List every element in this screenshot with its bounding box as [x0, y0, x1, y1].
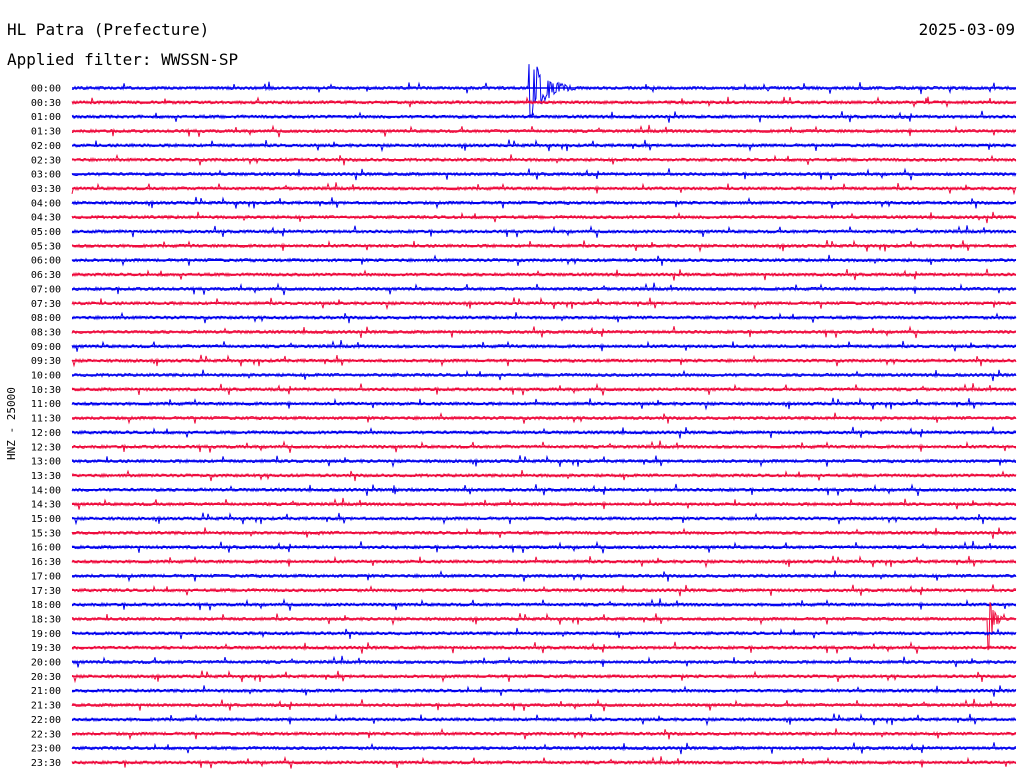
row-time-label: 16:30 [31, 557, 61, 568]
row-time-label: 01:00 [31, 112, 61, 123]
row-time-label: 17:00 [31, 571, 61, 582]
row-time-label: 06:00 [31, 256, 61, 267]
trace-row [71, 669, 1017, 684]
row-time-label: 12:00 [31, 428, 61, 439]
row-time-label: 15:30 [31, 528, 61, 539]
row-time-label: 02:00 [31, 141, 61, 152]
row-time-label: 02:30 [31, 155, 61, 166]
row-time-label: 00:00 [31, 84, 61, 95]
row-time-label: 23:30 [31, 758, 61, 769]
date-label: 2025-03-09 [918, 20, 1015, 39]
trace-row [71, 325, 1017, 339]
row-time-label: 20:00 [31, 658, 61, 669]
row-time-label: 22:30 [31, 729, 61, 740]
row-time-label: 10:30 [31, 385, 61, 396]
trace-row [71, 584, 1017, 597]
row-time-label: 07:30 [31, 299, 61, 310]
row-time-label: 05:00 [31, 227, 61, 238]
row-time-label: 12:30 [31, 442, 61, 453]
filter-label: Applied filter: WWSSN-SP [7, 50, 239, 69]
row-time-label: 14:00 [31, 485, 61, 496]
row-time-label: 19:00 [31, 629, 61, 640]
row-time-label: 08:00 [31, 313, 61, 324]
row-time-label: 11:00 [31, 399, 61, 410]
row-time-label: 13:30 [31, 471, 61, 482]
row-time-label: 01:30 [31, 127, 61, 138]
row-time-label: 07:00 [31, 284, 61, 295]
row-time-label: 03:00 [31, 170, 61, 181]
row-time-label: 08:30 [31, 327, 61, 338]
row-time-label: 04:30 [31, 213, 61, 224]
trace-row [71, 64, 1017, 119]
trace-row [71, 698, 1017, 712]
row-time-label: 05:30 [31, 241, 61, 252]
row-time-label: 21:30 [31, 701, 61, 712]
row-time-label: 11:30 [31, 414, 61, 425]
row-time-label: 16:00 [31, 543, 61, 554]
row-time-label: 03:30 [31, 184, 61, 195]
row-time-label: 23:00 [31, 744, 61, 755]
row-time-label: 15:00 [31, 514, 61, 525]
row-time-label: 19:30 [31, 643, 61, 654]
station-title: HL Patra (Prefecture) [7, 20, 210, 39]
row-time-label: 14:30 [31, 500, 61, 511]
row-time-label: 20:30 [31, 672, 61, 683]
row-time-label: 21:00 [31, 686, 61, 697]
row-time-label: 13:00 [31, 457, 61, 468]
row-time-label: 22:00 [31, 715, 61, 726]
row-time-label: 10:00 [31, 371, 61, 382]
row-time-label: 09:00 [31, 342, 61, 353]
row-time-label: 09:30 [31, 356, 61, 367]
row-time-label: 06:30 [31, 270, 61, 281]
row-time-label: 18:30 [31, 614, 61, 625]
trace-row [71, 602, 1017, 651]
row-time-label: 17:30 [31, 586, 61, 597]
row-time-label: 04:00 [31, 198, 61, 209]
row-time-label: 00:30 [31, 98, 61, 109]
trace-row [71, 426, 1017, 439]
row-time-label: 18:00 [31, 600, 61, 611]
